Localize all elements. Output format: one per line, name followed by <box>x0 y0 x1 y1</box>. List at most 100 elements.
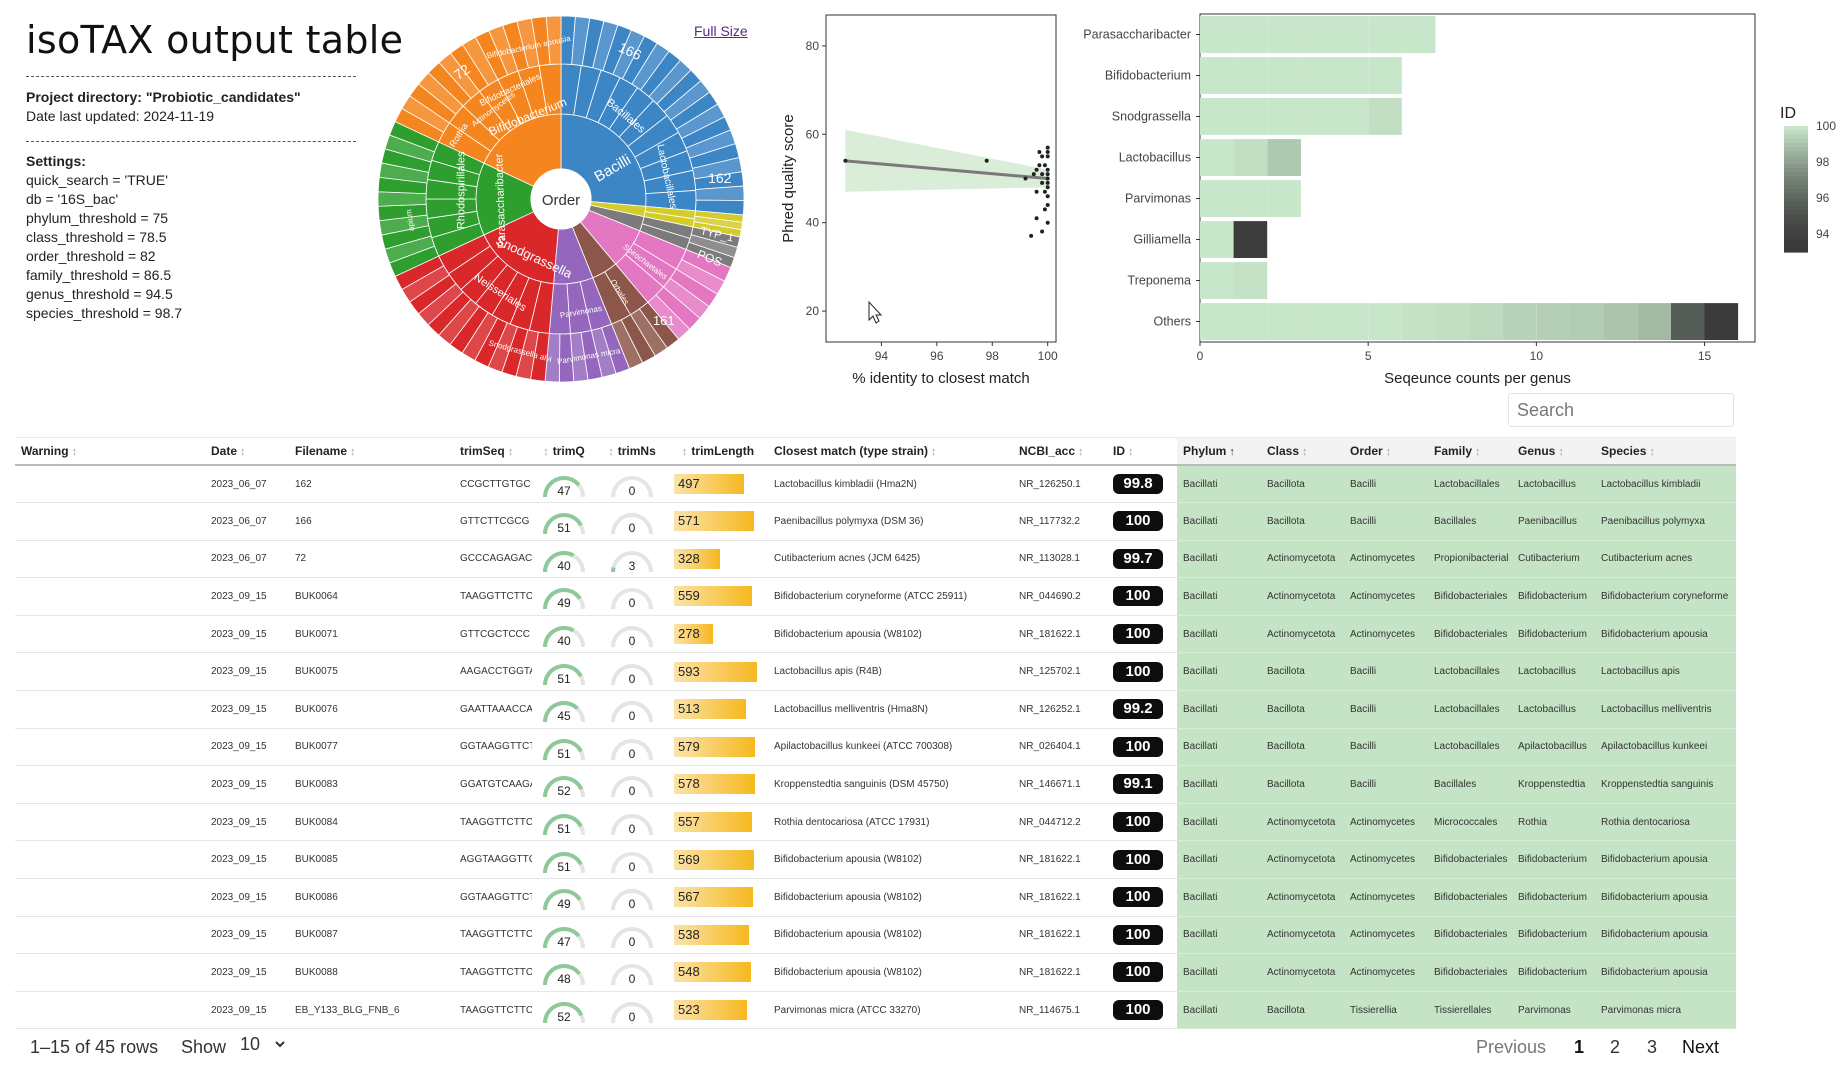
legend-gradient-step <box>1784 201 1808 207</box>
table-row[interactable]: 2023_09_15 BUK0085 AGGTAAGGTTC 51 0 569 Bifido… <box>15 840 1736 879</box>
gauge-fill <box>543 738 583 761</box>
sort-arrow-icon[interactable]: ↕ <box>1302 446 1308 458</box>
search-input[interactable] <box>1508 393 1734 427</box>
column-header-genus[interactable]: Genus ↕ <box>1512 437 1595 466</box>
gauge-value: 0 <box>629 709 636 723</box>
match-cell: Paenibacillus polymyxa (DSM 36) <box>768 502 1013 541</box>
family-cell: Lactobacillales <box>1428 728 1512 767</box>
table-row[interactable]: 2023_09_15 BUK0084 TAAGGTTCTTC 51 0 557 Rothia… <box>15 803 1736 842</box>
column-header-ncbi-acc[interactable]: NCBI_acc ↕ <box>1013 437 1107 466</box>
gauge-value: 0 <box>629 747 636 761</box>
trimns-gauge: 0 <box>611 926 653 949</box>
table-row[interactable]: 2023_09_15 BUK0087 TAAGGTTCTTC 47 0 538 Bifido… <box>15 916 1736 955</box>
table-row[interactable]: 2023_09_15 BUK0083 GGATGTCAAGA 52 0 578 Kroppe… <box>15 765 1736 804</box>
class-cell: Actinomycetota <box>1261 803 1344 842</box>
trimlength-value: 497 <box>678 476 700 491</box>
sort-arrow-icon[interactable]: ↕ <box>1649 446 1655 458</box>
column-header-filename[interactable]: Filename ↕ <box>289 437 454 466</box>
column-header-trimlength[interactable]: ↕ trimLength <box>668 437 768 466</box>
trimns-gauge: 0 <box>611 889 653 911</box>
page-3-button[interactable]: 3 <box>1647 1037 1658 1057</box>
legend-title: ID <box>1780 105 1796 122</box>
table-row[interactable]: 2023_09_15 BUK0077 GGTAAGGTTCT 51 0 579 Apilac… <box>15 728 1736 767</box>
trend-line <box>845 159 1048 180</box>
id-cell: 100 <box>1107 728 1177 767</box>
sort-arrow-icon[interactable]: ↕ <box>350 446 356 458</box>
column-header-order[interactable]: Order ↕ <box>1344 437 1428 466</box>
scatter-point <box>1045 220 1050 225</box>
previous-button[interactable]: Previous <box>1476 1037 1547 1057</box>
table-row[interactable]: 2023_06_07 72 GCCCAGAGAC 40 3 328 Cutibacteriu… <box>15 540 1736 579</box>
sort-arrow-icon[interactable]: ↕ <box>543 446 549 458</box>
column-header-species[interactable]: Species ↕ <box>1595 437 1736 466</box>
sort-arrow-icon[interactable]: ↕ <box>240 446 246 458</box>
class-cell: Actinomycetota <box>1261 916 1344 955</box>
column-header-closest-match-type-strain[interactable]: Closest match (type strain) ↕ <box>768 437 1013 466</box>
gauge-track <box>611 701 653 723</box>
sunburst-sample-segment[interactable] <box>545 15 562 65</box>
column-header-label: Filename <box>295 444 348 458</box>
sunburst-chart[interactable]: OrderBacilliBacillalesLactobacillalesAct… <box>376 14 746 384</box>
legend-tick-label: 100 <box>1816 119 1836 133</box>
table-row[interactable]: 2023_09_15 EB_Y133_BLG_FNB_6 TAAGGTTCTTC 52… <box>15 991 1736 1030</box>
trimlength-bar-wrap: 571 <box>674 511 762 532</box>
category-label: Others <box>1153 315 1191 329</box>
scatter-point <box>1045 145 1050 150</box>
y-tick-label: 60 <box>806 127 820 141</box>
sort-arrow-icon[interactable]: ↕ <box>1475 446 1481 458</box>
sort-arrow-icon[interactable]: ↕ <box>1128 446 1134 458</box>
table-row[interactable]: 2023_09_15 BUK0086 GGTAAGGTTCT 49 0 567 Bifido… <box>15 878 1736 917</box>
table-row[interactable]: 2023_09_15 BUK0088 TAAGGTTCTTC 48 0 548 Bifido… <box>15 953 1736 992</box>
column-header-class[interactable]: Class ↕ <box>1261 437 1344 466</box>
sort-arrow-icon[interactable]: ↕ <box>507 446 514 458</box>
acc-cell: NR_125702.1 <box>1013 652 1107 691</box>
class-cell: Bacillota <box>1261 502 1344 541</box>
sort-arrow-icon[interactable]: ↑ <box>1229 446 1235 458</box>
sort-arrow-icon[interactable]: ↕ <box>1078 446 1084 458</box>
gauge-value: 0 <box>629 784 636 798</box>
setting-line: family_threshold = 86.5 <box>26 267 172 283</box>
family-cell: Bacillales <box>1428 765 1512 804</box>
table-row[interactable]: 2023_09_15 BUK0071 GTTCGCTCCC 40 0 278 Bifidob… <box>15 615 1736 654</box>
column-header-family[interactable]: Family ↕ <box>1428 437 1512 466</box>
genus-cell: Lactobacillus <box>1512 465 1595 503</box>
sunburst-center[interactable] <box>530 168 592 230</box>
column-header-warning[interactable]: Warning ↕ <box>15 437 205 466</box>
family-cell: Lactobacillales <box>1428 465 1512 503</box>
sort-arrow-icon[interactable]: ↕ <box>681 446 688 458</box>
column-header-trimq[interactable]: ↕ trimQ <box>532 437 596 466</box>
table-row[interactable]: 2023_06_07 166 GTTCTTCGCG 51 0 571 Paenibacill… <box>15 502 1736 541</box>
full-size-link[interactable]: Full Size <box>694 23 748 39</box>
date-cell: 2023_09_15 <box>205 916 289 955</box>
next-button[interactable]: Next <box>1682 1037 1720 1057</box>
settings-label: Settings: <box>26 153 86 169</box>
page-1-button[interactable]: 1 <box>1574 1037 1585 1057</box>
gauge-value: 0 <box>629 596 636 610</box>
rows-per-page-select[interactable]: 10 <box>236 1031 288 1057</box>
column-header-label: Phylum <box>1183 444 1227 458</box>
column-header-phylum[interactable]: Phylum ↑ <box>1177 437 1261 466</box>
results-table: Warning ↕ Date ↕ Filename ↕ trimSeq ↕ ↕ trimQ ↕ tri… <box>15 437 1736 1030</box>
setting-line: class_threshold = 78.5 <box>26 229 167 245</box>
page-2-button[interactable]: 2 <box>1610 1037 1621 1057</box>
column-header-trimns[interactable]: ↕ trimNs <box>596 437 668 466</box>
column-header-date[interactable]: Date ↕ <box>205 437 289 466</box>
table-row[interactable]: 2023_06_07 162 CCGCTTGTGC 47 0 497 Lactobacill… <box>15 465 1736 503</box>
warning-cell <box>15 991 205 1030</box>
table-row[interactable]: 2023_09_15BUK0076GAATTAAACCAC 45 0 513 Lacto… <box>15 690 1736 729</box>
column-header-label: Genus <box>1518 444 1556 458</box>
table-row[interactable]: 2023_09_15 BUK0075 AAGACCTGGTA 51 0 593 Lactob… <box>15 652 1736 691</box>
table-row[interactable]: 2023_09_15 BUK0064 TAAGGTTCTTC 49 0 559 Bifido… <box>15 577 1736 616</box>
divider <box>26 76 356 77</box>
legend-gradient-step <box>1784 239 1808 245</box>
sort-arrow-icon[interactable]: ↕ <box>1385 446 1392 458</box>
match-cell: Bifidobacterium coryneforme (ATCC 25911) <box>768 577 1013 616</box>
sunburst-sample-segment[interactable] <box>377 191 427 207</box>
sort-arrow-icon[interactable]: ↕ <box>1558 446 1564 458</box>
sort-arrow-icon[interactable]: ↕ <box>608 446 614 458</box>
column-header-id[interactable]: ID ↕ <box>1107 437 1177 466</box>
sort-arrow-icon[interactable]: ↕ <box>931 446 937 458</box>
sort-arrow-icon[interactable]: ↕ <box>71 446 78 458</box>
column-header-trimseq[interactable]: trimSeq ↕ <box>454 437 532 466</box>
phylum-cell: Bacillati <box>1177 615 1261 654</box>
